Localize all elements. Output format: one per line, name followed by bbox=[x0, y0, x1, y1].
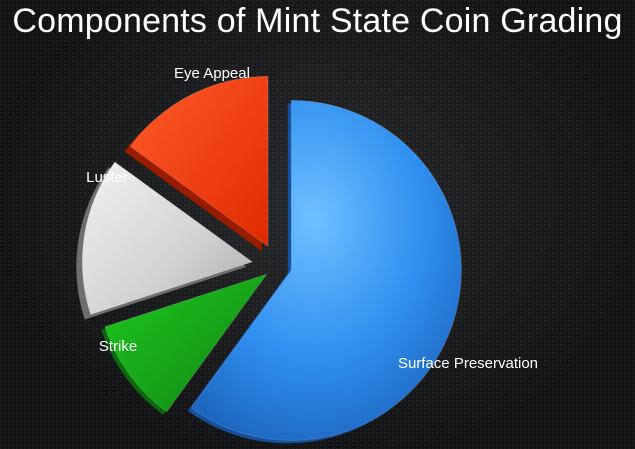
slice-label-eye-appeal: Eye Appeal bbox=[174, 65, 250, 82]
chart-title: Components of Mint State Coin Grading bbox=[12, 2, 623, 40]
pie-slice-strike bbox=[104, 273, 268, 413]
slice-label-surface-preservation: Surface Preservation bbox=[398, 355, 538, 372]
slice-label-luster: Luster bbox=[86, 169, 128, 186]
pie-slice-surface-preservation bbox=[190, 99, 462, 441]
slice-label-strike: Strike bbox=[99, 338, 137, 355]
pie-slice-luster bbox=[81, 161, 254, 316]
pie-slice-eye-appeal bbox=[129, 75, 269, 248]
